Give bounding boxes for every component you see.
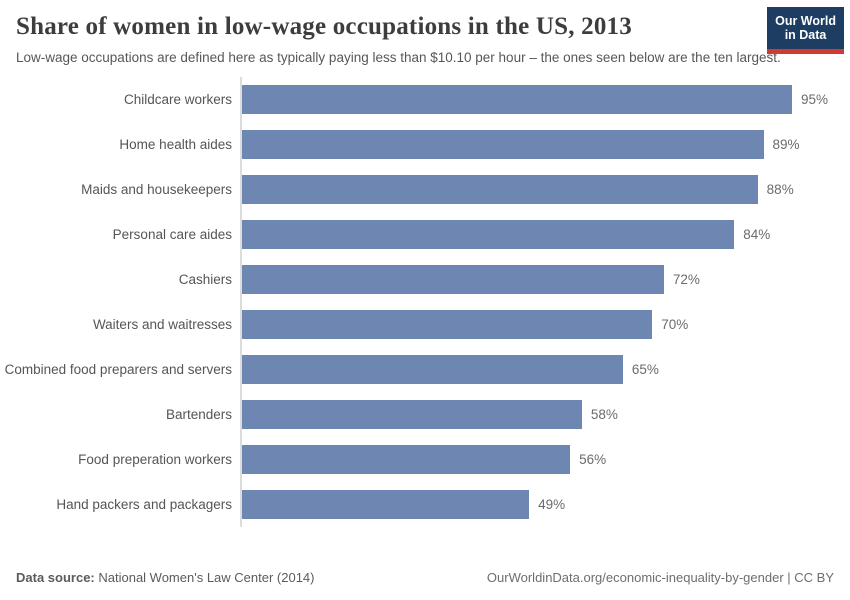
data-source-value: National Women's Law Center (2014) — [94, 570, 315, 585]
bar[interactable] — [242, 220, 735, 250]
category-label: Personal care aides — [112, 227, 232, 243]
bar-track: 89% — [240, 122, 828, 168]
bar-row: Combined food preparers and servers 65% — [0, 347, 850, 393]
bar-row: Hand packers and packagers 49% — [0, 482, 850, 528]
owid-logo-line1: Our World — [775, 14, 836, 28]
bar-value-label: 84% — [743, 227, 771, 243]
category-label: Maids and housekeepers — [81, 182, 232, 198]
bar-track: 72% — [240, 257, 828, 303]
bar-row: Cashiers 72% — [0, 257, 850, 303]
bar-value-label: 89% — [772, 137, 800, 153]
bar-track: 70% — [240, 302, 828, 348]
bar[interactable] — [242, 85, 792, 115]
bar-value-label: 49% — [538, 497, 566, 513]
bar-track: 58% — [240, 392, 828, 438]
bar[interactable] — [242, 355, 623, 385]
bar-rows: Childcare workers 95% Home health aides 89%… — [0, 77, 850, 528]
bar[interactable] — [242, 445, 571, 475]
bar-value-label: 58% — [590, 407, 618, 423]
bar[interactable] — [242, 130, 764, 160]
bar-track: 95% — [240, 77, 828, 123]
bar-value-label: 65% — [631, 362, 659, 378]
bar[interactable] — [242, 175, 758, 205]
owid-logo[interactable]: Our World in Data — [767, 7, 844, 54]
bar-row: Bartenders 58% — [0, 392, 850, 438]
bar-track: 65% — [240, 347, 828, 393]
category-label: Food preperation workers — [78, 452, 232, 468]
bar-value-label: 70% — [661, 317, 689, 333]
category-label: Childcare workers — [123, 92, 232, 108]
bar[interactable] — [242, 310, 653, 340]
bar-value-label: 56% — [579, 452, 607, 468]
bar-row: Food preperation workers 56% — [0, 437, 850, 483]
category-label: Waiters and waitresses — [92, 317, 232, 333]
bar-track: 88% — [240, 167, 828, 213]
bar[interactable] — [242, 490, 530, 520]
data-source-label: Data source: — [16, 570, 95, 585]
bar-row: Personal care aides 84% — [0, 212, 850, 258]
bar-value-label: 95% — [800, 92, 828, 108]
data-source-note: Data source: National Women's Law Center… — [16, 570, 315, 585]
category-label: Home health aides — [119, 137, 232, 153]
bar-value-label: 88% — [766, 182, 794, 198]
bar-track: 84% — [240, 212, 828, 258]
chart-subtitle: Low-wage occupations are defined here as… — [16, 50, 781, 65]
bar-row: Childcare workers 95% — [0, 77, 850, 123]
bar-value-label: 72% — [672, 272, 700, 288]
bar-row: Home health aides 89% — [0, 122, 850, 168]
bar-track: 49% — [240, 482, 828, 528]
chart-title: Share of women in low-wage occupations i… — [16, 13, 632, 40]
owid-logo-line2: in Data — [784, 28, 827, 43]
bar-track: 56% — [240, 437, 828, 483]
bar-chart: Childcare workers 95% Home health aides 89%… — [0, 77, 850, 528]
attribution-link[interactable]: OurWorldinData.org/economic-inequality-b… — [486, 570, 834, 585]
category-label: Bartenders — [165, 407, 232, 423]
bar-row: Maids and housekeepers 88% — [0, 167, 850, 213]
chart-header: Share of women in low-wage occupations i… — [0, 0, 850, 67]
bar[interactable] — [242, 265, 664, 295]
category-label: Cashiers — [178, 272, 232, 288]
category-label: Combined food preparers and servers — [4, 362, 232, 378]
bar-row: Waiters and waitresses 70% — [0, 302, 850, 348]
bar[interactable] — [242, 400, 582, 430]
chart-footer: Data source: National Women's Law Center… — [16, 570, 834, 585]
category-label: Hand packers and packagers — [56, 497, 232, 513]
